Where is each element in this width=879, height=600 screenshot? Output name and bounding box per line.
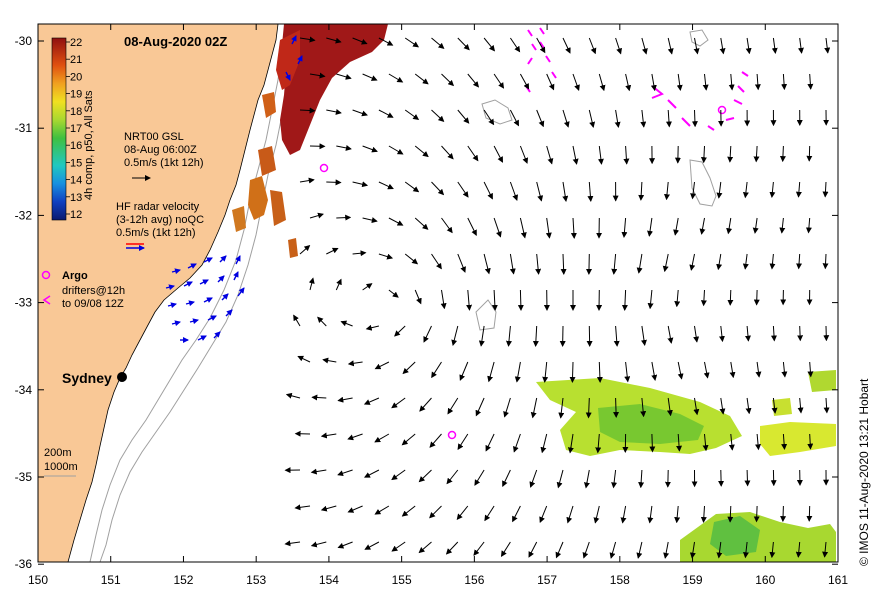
seamount-contour-1 xyxy=(481,99,513,125)
legend-gsl-line2: 08-Aug 06:00Z xyxy=(124,144,197,156)
colorbar-tick-label: 18 xyxy=(70,106,82,118)
y-tick-label: -32 xyxy=(15,208,33,222)
y-tick-label: -33 xyxy=(15,296,33,310)
colorbar: 22 21 20 19 18 17 16 15 14 13 12 4h comp, p50, All… xyxy=(51,37,95,221)
colorbar-tick-label: 13 xyxy=(70,192,82,204)
legend-argo-label: Argo xyxy=(62,270,88,282)
y-tick-label: -34 xyxy=(15,383,33,397)
x-tick-label: 157 xyxy=(537,573,557,587)
x-tick-label: 151 xyxy=(101,573,121,587)
sst-cool-patch-south xyxy=(680,512,836,562)
gsl-velocity-arrows xyxy=(284,36,831,559)
legend-drifters-line1: drifters@12h xyxy=(62,285,125,297)
colorbar-tick-label: 19 xyxy=(70,89,82,101)
y-tick-label: -30 xyxy=(15,34,33,48)
map-title: 08-Aug-2020 02Z xyxy=(124,34,227,49)
legend-hf-line3: 0.5m/s (1kt 12h) xyxy=(116,227,195,239)
colorbar-tick-label: 15 xyxy=(70,157,82,169)
legend-1000m-label: 1000m xyxy=(44,461,78,473)
plot-frame xyxy=(37,23,839,563)
legend-gsl-line3: 0.5m/s (1kt 12h) xyxy=(124,157,203,169)
colorbar-tick-label: 21 xyxy=(70,54,82,66)
legend-isobaths: 200m 1000m xyxy=(44,447,78,477)
x-tick-label: 155 xyxy=(392,573,412,587)
seamount-contour-3 xyxy=(689,29,709,47)
x-tick-label: 160 xyxy=(755,573,775,587)
seamount-contour-4 xyxy=(475,299,497,331)
legend-argo-symbol xyxy=(41,270,51,280)
argo-floats xyxy=(319,105,727,440)
credit-text: © IMOS 11-Aug-2020 13:21 Hobart xyxy=(857,378,871,566)
legend-hf-radar: HF radar velocity (3-12h avg) noQC 0.5m/… xyxy=(116,201,204,251)
legend-gsl-line1: NRT00 GSL xyxy=(124,131,184,143)
sst-warm-patch xyxy=(232,24,388,258)
isobath-200m xyxy=(89,23,287,563)
colorbar-tick-label: 12 xyxy=(70,209,82,221)
legend-hf-line2: (3-12h avg) noQC xyxy=(116,214,204,226)
city-marker-sydney xyxy=(117,372,127,382)
x-tick-label: 152 xyxy=(173,573,193,587)
y-axis: -30 -31 -32 -33 -34 -35 -36 xyxy=(15,34,838,571)
city-label-sydney: Sydney xyxy=(62,370,112,386)
hf-radar-vectors xyxy=(165,35,303,343)
colorbar-tick-label: 20 xyxy=(70,71,82,83)
legend-argo: Argo drifters@12h to 09/08 12Z xyxy=(41,270,125,310)
x-tick-label: 154 xyxy=(319,573,339,587)
y-tick-label: -35 xyxy=(15,470,33,484)
legend-drifters-line2: to 09/08 12Z xyxy=(62,298,124,310)
x-tick-label: 161 xyxy=(828,573,848,587)
legend-200m-label: 200m xyxy=(44,447,72,459)
colorbar-tick-label: 17 xyxy=(70,123,82,135)
legend-hf-line1: HF radar velocity xyxy=(116,201,200,213)
colorbar-tick-label: 16 xyxy=(70,140,82,152)
legend-drifter-symbol xyxy=(42,295,51,305)
x-tick-label: 158 xyxy=(610,573,630,587)
x-tick-label: 159 xyxy=(683,573,703,587)
x-tick-label: 156 xyxy=(464,573,484,587)
colorbar-tick-label: 22 xyxy=(70,37,82,49)
x-axis: 150 151 152 153 154 155 156 157 158 159 160 161 xyxy=(28,24,848,587)
sst-cool-patch-central xyxy=(536,370,836,456)
legend-gsl: NRT00 GSL 08-Aug 06:00Z 0.5m/s (1kt 12h) xyxy=(124,131,203,181)
y-tick-label: -31 xyxy=(15,121,33,135)
colorbar-tick-label: 14 xyxy=(70,175,82,187)
x-tick-label: 153 xyxy=(246,573,266,587)
x-tick-label: 150 xyxy=(28,573,48,587)
colorbar-label: 4h comp, p50, All Sats xyxy=(83,90,95,200)
y-tick-label: -36 xyxy=(15,557,33,571)
land-mass xyxy=(37,23,279,563)
